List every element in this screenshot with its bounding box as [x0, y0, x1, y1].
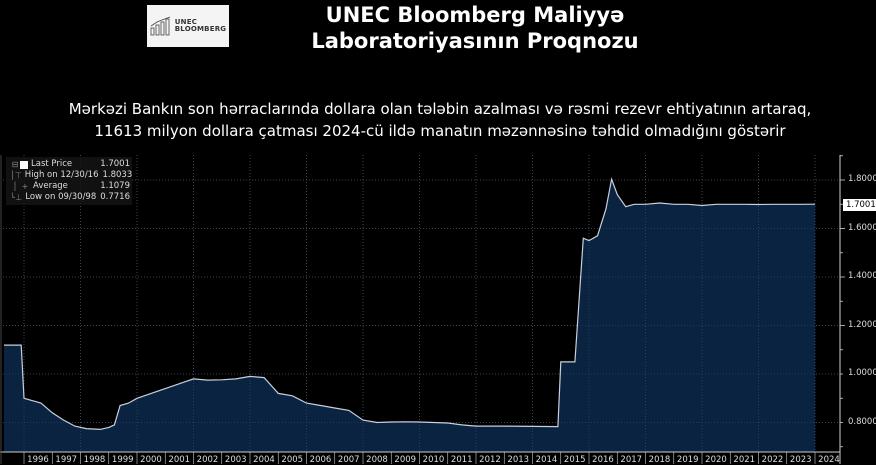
x-tick-label: 2012: [479, 455, 501, 465]
legend-item-average: │ + Average 1.1079: [10, 181, 130, 192]
legend-label: Last Price: [31, 159, 73, 169]
x-tick-label: 1999: [111, 455, 134, 465]
last-price-badge: 1.7001: [843, 199, 876, 211]
x-tick-label: 2000: [140, 455, 162, 465]
x-tick-label: 2007: [337, 455, 360, 465]
legend-label: Low on 09/30/98: [25, 192, 97, 202]
bar-chart-logo-icon: [150, 16, 170, 36]
unec-bloomberg-logo: UNEC BLOOMBERG: [147, 5, 229, 47]
y-tick-label: 1.4000: [848, 271, 876, 281]
subtitle-line-2: 11613 milyon dollara çatması 2024-cü ild…: [94, 122, 786, 140]
x-tick-label: 1998: [83, 455, 106, 465]
legend-value: 1.8033: [102, 170, 133, 180]
legend-item-high: │ ⊤ High on 12/30/16 1.8033: [10, 170, 133, 181]
subtitle-line-1: Mərkəzi Bankın son hərraclarında dollara…: [68, 100, 812, 118]
x-tick-label: 2013: [507, 455, 530, 465]
y-tick-label: 0.8000: [848, 416, 876, 427]
x-tick-label: 1997: [55, 455, 78, 465]
price-line: [4, 176, 816, 431]
x-tick-label: 2008: [366, 455, 388, 465]
axes: [0, 155, 845, 464]
legend-value: 0.7716: [100, 192, 130, 202]
x-tick-label: 2004: [253, 455, 275, 465]
logo-text-line1: UNEC: [174, 18, 198, 26]
high-marker-icon: ⊤: [14, 171, 22, 180]
collapse-icon[interactable]: ⊟: [11, 160, 19, 169]
logo-text: UNEC BLOOMBERG: [175, 19, 226, 33]
x-tick-label: 2015: [563, 455, 586, 465]
x-tick-label: 2014: [535, 455, 558, 465]
page-title: UNEC Bloomberg Maliyyə Laboratoriyasının…: [311, 3, 639, 53]
legend-label: Average: [33, 181, 68, 191]
x-tick-label: 2019: [676, 455, 699, 465]
tree-branch-end-icon: └: [10, 193, 16, 202]
x-tick-label: 2005: [281, 455, 304, 465]
chart-legend: ⊟ Last Price 1.7001 │ ⊤ High on 12/30/16…: [6, 157, 132, 205]
x-tick-label: 2003: [224, 455, 247, 465]
logo-text-line2: BLOOMBERG: [174, 25, 227, 33]
chart-subtitle: Mərkəzi Bankın son hərraclarında dollara…: [40, 98, 840, 142]
tree-branch-icon: │: [12, 182, 18, 191]
x-tick-label: 2017: [620, 455, 643, 465]
legend-label: High on 12/30/16: [24, 170, 99, 180]
x-tick-label: 2024: [818, 455, 840, 465]
x-tick-label: 2021: [733, 455, 756, 465]
tree-branch-icon: │: [10, 171, 15, 180]
x-tick-label: 2006: [309, 455, 332, 465]
legend-value: 1.7001: [100, 159, 130, 169]
x-tick-label: 2016: [592, 455, 614, 465]
x-tick-label: 2020: [705, 455, 727, 465]
x-tick-label: 2022: [761, 455, 784, 465]
y-tick-label: 1.0000: [848, 368, 876, 378]
x-tick-label: 2001: [168, 455, 191, 465]
y-tick-label: 1.8000: [848, 174, 876, 184]
x-tick-label: 2018: [648, 455, 671, 465]
x-tick-label: 2011: [450, 455, 473, 465]
legend-value: 1.1079: [100, 181, 130, 191]
last-price-swatch-icon: [20, 160, 28, 169]
x-tick-label: 1996: [27, 455, 49, 465]
low-marker-icon: ⊥: [15, 193, 23, 202]
y-tick-label: 1.6000: [848, 222, 876, 233]
x-tick-label: 2009: [394, 455, 417, 465]
average-marker-icon: +: [21, 182, 29, 191]
x-tick-label: 2010: [422, 455, 445, 465]
y-tick-label: 1.2000: [848, 319, 876, 330]
legend-item-last-price: ⊟ Last Price 1.7001: [10, 159, 130, 170]
x-tick-label: 2023: [789, 455, 812, 465]
price-area-fill: [4, 179, 815, 452]
x-tick-label: 2002: [196, 455, 219, 465]
legend-item-low: └ ⊥ Low on 09/30/98 0.7716: [10, 192, 130, 203]
